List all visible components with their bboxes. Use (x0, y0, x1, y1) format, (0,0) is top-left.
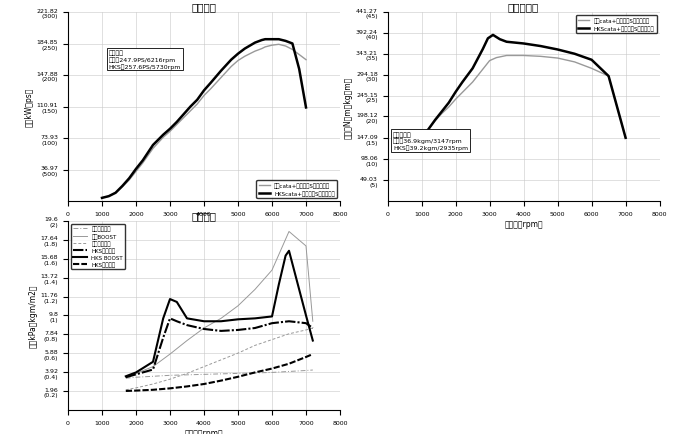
Y-axis label: 圧力kPa（kgm/m2）: 圧力kPa（kgm/m2） (29, 284, 37, 347)
Text: 最大出力
純正：247.9PS/6216rpm
HKS：257.6PS/5730rpm: 最大出力 純正：247.9PS/6216rpm HKS：257.6PS/5730… (109, 51, 181, 69)
X-axis label: 回転数（rpm）: 回転数（rpm） (185, 427, 223, 434)
X-axis label: 回転数（rpm）: 回転数（rpm） (505, 219, 543, 228)
Legend: 純正cata+中間付きSプレミアム, HKScata+中間付きSプレミアム: 純正cata+中間付きSプレミアム, HKScata+中間付きSプレミアム (256, 181, 337, 199)
Text: 最大トルク
純正：36.9kgm/3147rpm
HKS：39.2kgm/2935rpm: 最大トルク 純正：36.9kgm/3147rpm HKS：39.2kgm/293… (393, 132, 468, 151)
Y-axis label: 出力kW（ps）: 出力kW（ps） (24, 88, 34, 127)
Title: 圧力比較: 圧力比較 (192, 210, 216, 220)
Legend: 純正一次排圧, 純正BOOST, 純正二次排圧, HKS一次排圧, HKS BOOST, HKS二次排圧: 純正一次排圧, 純正BOOST, 純正二次排圧, HKS一次排圧, HKS BO… (71, 224, 125, 270)
Y-axis label: トルクN・m（kg・m）: トルクN・m（kg・m） (344, 76, 353, 138)
Title: 出力比較: 出力比較 (192, 2, 216, 12)
X-axis label: 回転数（rpm）: 回転数（rpm） (185, 219, 223, 228)
Legend: 純正cata+中間付きSプレミアム, HKScata+中間付きSプレミアム: 純正cata+中間付きSプレミアム, HKScata+中間付きSプレミアム (576, 16, 657, 34)
Title: トルク比較: トルク比較 (508, 2, 539, 12)
